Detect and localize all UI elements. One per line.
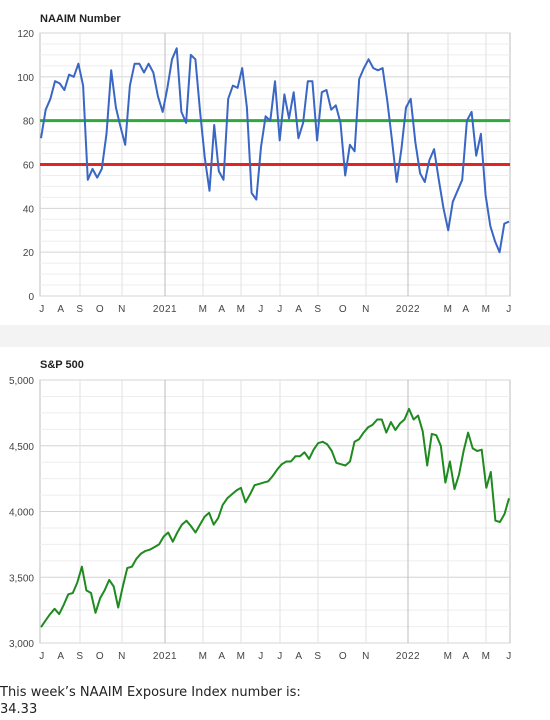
x-tick-label: O	[339, 651, 347, 662]
y-tick-label: 20	[23, 248, 35, 259]
sp500-chart: 3,000 3,500 4,000 4,500 5,000 J A S O N 2021 M A M J J A…	[0, 347, 550, 667]
x-tick-label: J	[258, 651, 264, 662]
x-tick-label: A	[218, 651, 225, 662]
x-tick-label: M	[482, 304, 491, 315]
x-tick-label: J	[506, 304, 512, 315]
series-line	[40, 47, 510, 254]
x-tick-label: N	[362, 651, 370, 662]
y-tick-label: 5,000	[9, 376, 34, 387]
x-tick-label: A	[57, 651, 64, 662]
y-tick-label: 3,000	[9, 639, 34, 650]
x-tick-label: M	[482, 651, 491, 662]
x-tick-label: J	[39, 304, 45, 315]
exposure-index-caption: This week’s NAAIM Exposure Index number …	[0, 684, 550, 718]
y-tick-label: 80	[23, 117, 35, 128]
chart-separator	[0, 325, 550, 347]
x-tick-label: M	[199, 304, 208, 315]
y-tick-label: 100	[17, 73, 34, 84]
y-tick-label: 4,000	[9, 508, 34, 519]
x-tick-label: O	[96, 304, 104, 315]
x-tick-label: A	[295, 651, 302, 662]
x-tick-label: S	[314, 304, 321, 315]
exposure-index-value: 34.33	[0, 702, 38, 717]
naaim-chart: 0 20 40 60 80 100 120 J A S O N 2021 M A M J J A S O N 2022 M A M…	[0, 0, 550, 325]
x-tick-label: N	[118, 651, 126, 662]
series-line	[40, 407, 510, 628]
x-tick-label: S	[76, 304, 83, 315]
x-tick-label: J	[277, 651, 283, 662]
x-tick-label: A	[57, 304, 64, 315]
x-tick-label: N	[362, 304, 370, 315]
x-tick-label: N	[118, 304, 126, 315]
x-tick-label: J	[506, 651, 512, 662]
y-tick-label: 4,500	[9, 442, 34, 453]
exposure-index-label: This week’s NAAIM Exposure Index number …	[0, 685, 301, 700]
x-tick-label: M	[237, 304, 246, 315]
chart-title: S&P 500	[40, 359, 84, 371]
x-tick-label: M	[444, 651, 453, 662]
x-tick-label: 2021	[153, 651, 177, 662]
chart-title: NAAIM Number	[40, 13, 121, 25]
y-tick-label: 3,500	[9, 573, 34, 584]
y-tick-label: 60	[23, 161, 35, 172]
x-tick-label: O	[96, 651, 104, 662]
y-tick-label: 40	[23, 204, 35, 215]
x-tick-label: M	[199, 651, 208, 662]
x-tick-label: S	[314, 651, 321, 662]
x-tick-label: 2021	[153, 304, 177, 315]
x-tick-label: O	[339, 304, 347, 315]
x-tick-label: M	[237, 651, 246, 662]
x-tick-label: A	[295, 304, 302, 315]
x-tick-label: A	[462, 651, 469, 662]
y-tick-label: 0	[28, 292, 34, 303]
x-tick-label: J	[258, 304, 264, 315]
x-tick-label: A	[462, 304, 469, 315]
x-tick-label: S	[76, 651, 83, 662]
x-tick-label: A	[218, 304, 225, 315]
x-tick-label: 2022	[396, 651, 420, 662]
x-tick-label: J	[39, 651, 45, 662]
x-tick-label: 2022	[396, 304, 420, 315]
y-tick-label: 120	[17, 29, 34, 40]
x-tick-label: M	[444, 304, 453, 315]
x-tick-label: J	[277, 304, 283, 315]
